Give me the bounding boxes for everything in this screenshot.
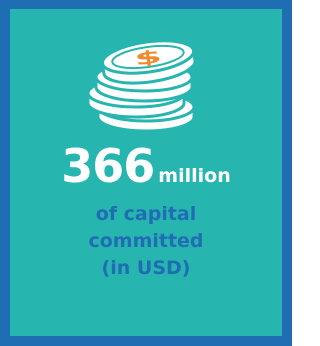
description-line: of capital [10, 201, 282, 228]
stat-number: 366 [61, 139, 154, 193]
stat-description: of capital committed (in USD) [10, 201, 282, 282]
description-line: (in USD) [10, 255, 282, 282]
stat-unit: million [158, 165, 230, 187]
description-line: committed [10, 228, 282, 255]
coin-symbol: $ [133, 46, 163, 70]
coins-icon: $ [76, 29, 216, 137]
